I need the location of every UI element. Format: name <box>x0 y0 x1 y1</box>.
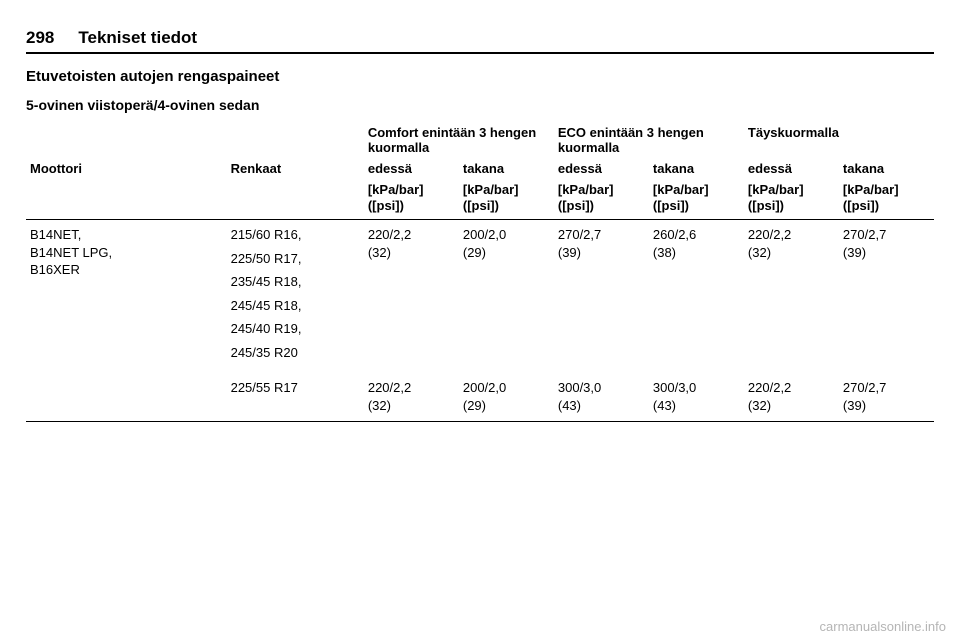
tyre-cell: 215/60 R16,225/50 R17,235/45 R18,245/45 … <box>227 220 364 374</box>
unit-cell: [kPa/bar]([psi]) <box>744 180 839 220</box>
value-cell: 270/2,7(39) <box>839 373 934 421</box>
pressure-table: Comfort enintään 3 hengen kuormalla ECO … <box>26 123 934 422</box>
table-group-header: Comfort enintään 3 hengen kuormalla ECO … <box>26 123 934 159</box>
unit-cell: [kPa/bar]([psi]) <box>459 180 554 220</box>
watermark: carmanualsonline.info <box>820 619 946 634</box>
table-unit-row: [kPa/bar]([psi]) [kPa/bar]([psi]) [kPa/b… <box>26 180 934 220</box>
value-cell: 270/2,7(39) <box>554 220 649 374</box>
engine-cell <box>26 373 227 421</box>
page-header: 298 Tekniset tiedot <box>26 28 934 54</box>
col-comfort-rear: takana <box>459 159 554 180</box>
page-number: 298 <box>26 28 54 48</box>
unit-cell: [kPa/bar]([psi]) <box>554 180 649 220</box>
unit-cell: [kPa/bar]([psi]) <box>839 180 934 220</box>
value-cell: 300/3,0(43) <box>649 373 744 421</box>
engine-cell: B14NET,B14NET LPG,B16XER <box>26 220 227 374</box>
value-cell: 220/2,2(32) <box>364 220 459 374</box>
col-group-eco: ECO enintään 3 hengen kuormalla <box>554 123 744 159</box>
col-engine: Moottori <box>26 159 227 180</box>
value-cell: 300/3,0(43) <box>554 373 649 421</box>
unit-cell: [kPa/bar]([psi]) <box>649 180 744 220</box>
col-full-rear: takana <box>839 159 934 180</box>
subsection-title: 5-ovinen viistoperä/4-ovinen sedan <box>26 97 934 113</box>
col-group-comfort: Comfort enintään 3 hengen kuormalla <box>364 123 554 159</box>
col-full-front: edessä <box>744 159 839 180</box>
value-cell: 200/2,0(29) <box>459 373 554 421</box>
value-cell: 220/2,2(32) <box>364 373 459 421</box>
col-comfort-front: edessä <box>364 159 459 180</box>
table-row: 225/55 R17220/2,2(32)200/2,0(29)300/3,0(… <box>26 373 934 421</box>
tyre-cell: 225/55 R17 <box>227 373 364 421</box>
chapter-title: Tekniset tiedot <box>78 28 197 48</box>
value-cell: 200/2,0(29) <box>459 220 554 374</box>
value-cell: 220/2,2(32) <box>744 220 839 374</box>
value-cell: 260/2,6(38) <box>649 220 744 374</box>
col-eco-front: edessä <box>554 159 649 180</box>
col-group-full: Täyskuormalla <box>744 123 934 159</box>
table-row: B14NET,B14NET LPG,B16XER215/60 R16,225/5… <box>26 220 934 374</box>
col-eco-rear: takana <box>649 159 744 180</box>
value-cell: 270/2,7(39) <box>839 220 934 374</box>
unit-cell: [kPa/bar]([psi]) <box>364 180 459 220</box>
section-title: Etuvetoisten autojen rengaspaineet <box>26 68 934 85</box>
col-tyres: Renkaat <box>227 159 364 180</box>
value-cell: 220/2,2(32) <box>744 373 839 421</box>
table-sub-header: Moottori Renkaat edessä takana edessä ta… <box>26 159 934 180</box>
